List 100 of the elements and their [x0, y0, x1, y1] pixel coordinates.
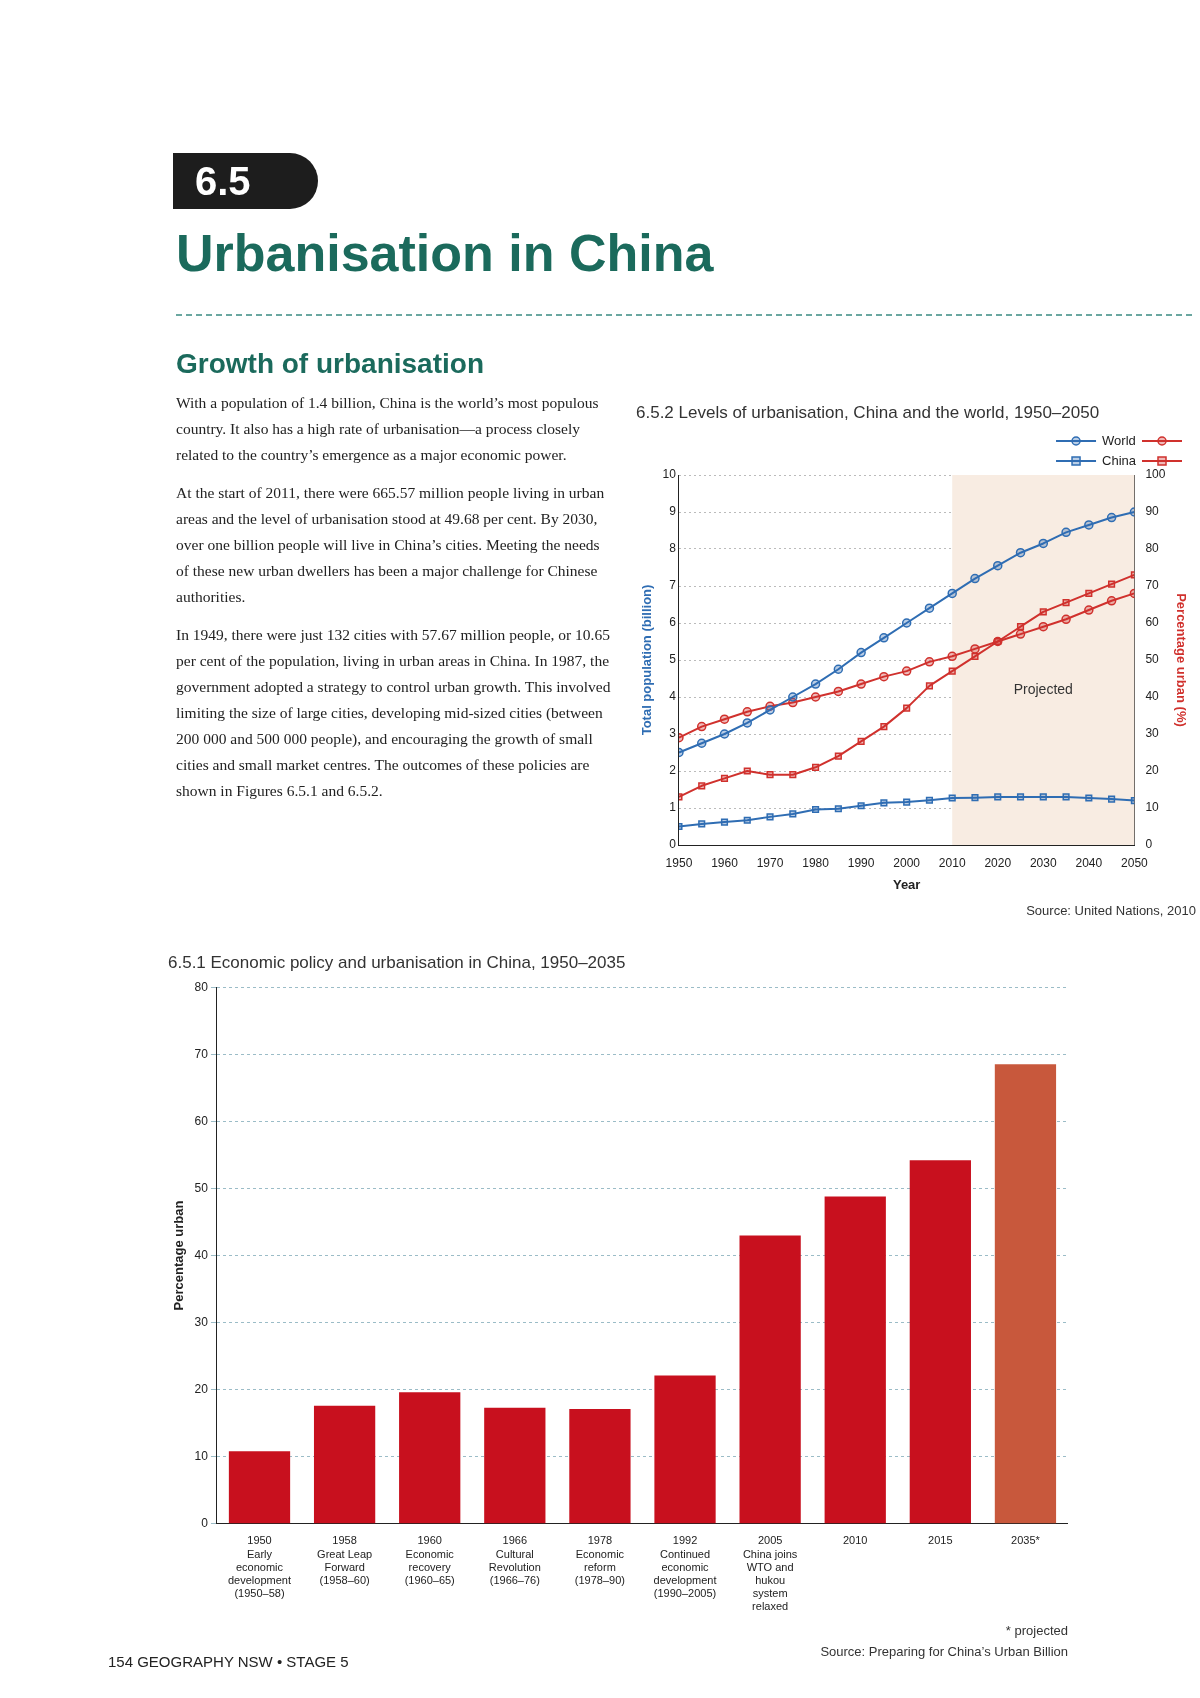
point [1085, 589, 1093, 597]
x-tick-label: 2035* [1011, 1534, 1041, 1547]
bar [228, 1451, 291, 1524]
x-tick-label: 2010 [842, 1534, 868, 1547]
point [971, 794, 979, 802]
bar [484, 1407, 546, 1524]
y-tick-label: 9 [669, 504, 677, 519]
y-axis-title: Total population (billion) [639, 584, 655, 736]
x-tick-label: 2040 [1075, 855, 1103, 870]
y-tick-label: 5 [669, 652, 677, 667]
x-tick-label: 1970 [756, 855, 784, 870]
y2-tick-label: 70 [1145, 578, 1160, 593]
point [879, 633, 889, 643]
x-tick-label: 2010 [938, 855, 966, 870]
point [742, 707, 753, 717]
x-tick-label: 1990 [847, 855, 875, 870]
bar [399, 1392, 461, 1524]
y-tick-label: 7 [669, 578, 677, 593]
text: * projected [1004, 1623, 1068, 1638]
point [1039, 608, 1047, 616]
bar [313, 1405, 376, 1524]
y2-tick-label: 60 [1145, 615, 1160, 630]
y2-tick-label: 90 [1145, 504, 1160, 519]
point [1062, 793, 1070, 801]
point [833, 686, 844, 697]
point [1061, 614, 1071, 625]
point [743, 816, 751, 824]
point [789, 771, 797, 779]
y-axis-title: Percentage urban [171, 1200, 187, 1311]
point [698, 782, 706, 790]
x-axis-title: Year [892, 876, 921, 892]
text: Urbanisation in China [176, 223, 714, 283]
x-tick-label: 1966 Cultural Revolution (1966–76) [488, 1534, 541, 1587]
point [947, 588, 957, 599]
x-tick-label: 1960 [711, 855, 739, 870]
bar [824, 1196, 886, 1524]
point [924, 603, 935, 613]
point [948, 794, 956, 802]
point [901, 618, 912, 628]
x-tick-label: 1958 Great Leap Forward (1958–60) [317, 1534, 373, 1587]
point [1038, 621, 1049, 632]
y-tick-label: 2 [669, 763, 677, 778]
legend-label: China [1102, 452, 1137, 468]
bar [654, 1375, 716, 1524]
point [970, 644, 980, 654]
chart-title: 6.5.1 Economic policy and urbanisation in China, 1950–2035 [168, 953, 627, 973]
y2-tick-label: 80 [1145, 541, 1160, 556]
x-tick-label: 1992 Continued economic development (1990–2005) [653, 1534, 717, 1600]
point [765, 705, 775, 715]
x-tick-label: 2005 China joins WTO and hukou system relaxed [742, 1534, 798, 1613]
text: With a population of 1.4 billion, China is the world’s most populous country. It also has a high rate of urbanisation—a process closely related to the country’s emergence as a major economic power. [176, 393, 600, 465]
x-tick-label: 2020 [984, 855, 1012, 870]
point [947, 651, 957, 662]
point [994, 793, 1002, 801]
point [924, 657, 935, 667]
y2-tick-label: 100 [1145, 467, 1166, 482]
x-tick-label: 2030 [1029, 855, 1057, 870]
y-tick-label: 50 [194, 1180, 209, 1195]
point [788, 692, 798, 702]
point [880, 723, 888, 731]
y-tick-label: 10 [662, 467, 677, 482]
point [901, 666, 912, 676]
y-tick-label: 0 [669, 837, 677, 852]
y2-axis-title: Percentage urban (%) [1173, 593, 1189, 727]
point [1039, 793, 1047, 801]
point [834, 752, 842, 760]
point [903, 798, 911, 806]
point [696, 721, 707, 732]
x-tick-label: 1950 Early economic development (1950–58) [228, 1534, 291, 1600]
point [856, 679, 866, 689]
x-tick-label: 1980 [802, 855, 830, 870]
point [925, 682, 934, 690]
x-tick-label: 1978 Economic reform (1978–90) [574, 1534, 625, 1587]
point [720, 818, 729, 826]
point [971, 652, 979, 660]
point [856, 647, 866, 658]
x-tick-label: 1950 [665, 855, 693, 870]
point [1015, 629, 1026, 639]
bar [909, 1160, 971, 1524]
point [789, 810, 797, 818]
point [812, 805, 820, 814]
point [970, 573, 980, 584]
chart-title: 6.5.2 Levels of urbanisation, China and the world, 1950–2050 [636, 403, 1101, 423]
y2-tick-label: 50 [1145, 652, 1160, 667]
text: 6.5 [173, 153, 318, 209]
y-tick-label: 6 [669, 615, 677, 630]
band-label: Projected [1013, 680, 1073, 697]
point [857, 802, 865, 810]
point [810, 692, 821, 702]
y2-tick-label: 40 [1145, 689, 1160, 704]
point [742, 718, 753, 728]
point [1061, 527, 1071, 538]
text: At the start of 2011, there were 665.57 million people living in urban areas and the level of urbanisation stood at 49.68 per cent. By 2030, over one billion people will live in China’s cities. Meeting the needs of these new urban dwellers has been a major challenge for Chinese authorities. [176, 483, 606, 607]
text: 154 GEOGRAPHY NSW • STAGE 5 [108, 1653, 349, 1670]
point [766, 771, 774, 779]
y-tick-label: 3 [669, 726, 677, 741]
point [810, 679, 821, 689]
point [1016, 793, 1025, 801]
y2-tick-label: 0 [1145, 837, 1153, 852]
point [1084, 605, 1094, 615]
